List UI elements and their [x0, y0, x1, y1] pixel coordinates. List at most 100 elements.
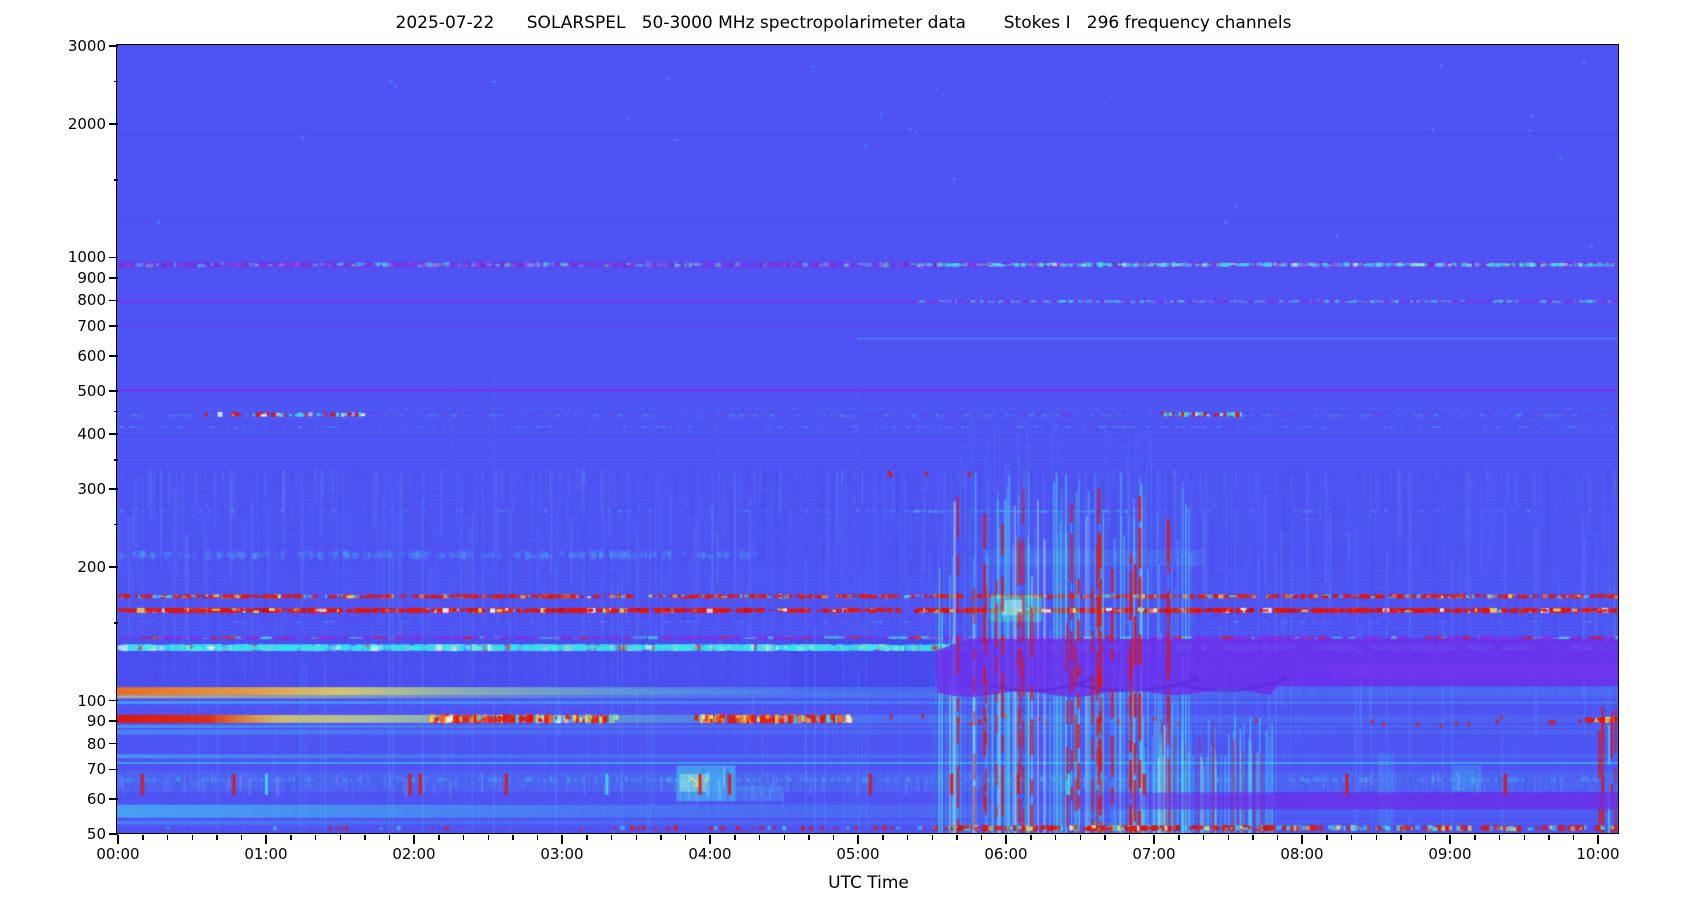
- x-tick-label: 07:00: [1132, 845, 1176, 863]
- x-minor-tick: [808, 835, 810, 840]
- y-minor-tick: [113, 622, 118, 624]
- x-tick-label: 09:00: [1428, 845, 1472, 863]
- x-minor-tick: [1128, 835, 1131, 840]
- x-major-tick: [265, 835, 267, 844]
- y-tick-label: 60: [86, 789, 106, 808]
- y-tick-label: 300: [77, 480, 106, 499]
- x-minor-tick: [364, 835, 366, 840]
- y-major-tick: [109, 488, 118, 490]
- x-major-tick: [709, 835, 711, 844]
- x-minor-tick: [734, 835, 736, 840]
- x-minor-tick: [290, 835, 292, 840]
- x-minor-tick: [906, 835, 909, 840]
- x-minor-tick: [1326, 835, 1328, 840]
- x-tick-label: 02:00: [392, 845, 436, 863]
- x-minor-tick: [1079, 835, 1082, 840]
- x-major-tick: [117, 835, 119, 844]
- x-minor-tick: [1178, 835, 1180, 840]
- y-minor-tick: [113, 459, 118, 461]
- x-axis-label: UTC Time: [828, 873, 909, 893]
- x-minor-tick: [758, 835, 761, 840]
- y-minor-tick: [113, 178, 118, 181]
- x-tick-label: 04:00: [688, 845, 732, 863]
- x-tick-label: 00:00: [96, 845, 140, 863]
- y-major-tick: [109, 720, 118, 722]
- x-tick-label: 10:00: [1576, 845, 1620, 863]
- x-minor-tick: [1054, 835, 1057, 840]
- y-tick-label: 500: [77, 381, 106, 400]
- y-major-tick: [109, 299, 118, 302]
- y-major-tick: [109, 276, 118, 279]
- y-tick-label: 3000: [67, 37, 106, 55]
- x-minor-tick: [314, 835, 317, 840]
- x-minor-tick: [487, 835, 490, 840]
- y-tick-label: 700: [77, 317, 106, 336]
- x-minor-tick: [1276, 835, 1279, 840]
- x-minor-tick: [1498, 835, 1501, 840]
- x-tick-label: 05:00: [836, 845, 880, 863]
- x-minor-tick: [388, 835, 391, 840]
- y-major-tick: [109, 45, 118, 47]
- y-tick-label: 200: [77, 558, 106, 577]
- x-minor-tick: [1400, 835, 1402, 840]
- x-minor-tick: [512, 835, 514, 840]
- x-minor-tick: [1424, 835, 1427, 840]
- x-minor-tick: [1350, 835, 1353, 840]
- y-major-tick: [109, 325, 118, 327]
- y-tick-label: 1000: [67, 248, 106, 267]
- y-major-tick: [109, 123, 118, 125]
- y-tick-label: 90: [86, 711, 106, 730]
- y-tick-label: 400: [77, 424, 106, 443]
- x-minor-tick: [783, 835, 786, 840]
- x-major-tick: [1005, 835, 1007, 844]
- x-minor-tick: [980, 835, 983, 840]
- x-minor-tick: [660, 835, 662, 840]
- x-minor-tick: [462, 835, 465, 840]
- y-tick-label: 600: [77, 346, 106, 365]
- y-major-tick: [109, 566, 118, 569]
- x-minor-tick: [191, 835, 194, 840]
- y-minor-tick: [113, 410, 118, 413]
- y-minor-tick: [113, 80, 118, 83]
- x-minor-tick: [684, 835, 687, 840]
- x-major-tick: [857, 835, 859, 844]
- y-tick-label: 900: [77, 268, 106, 287]
- x-minor-tick: [1227, 835, 1230, 840]
- x-minor-tick: [536, 835, 539, 840]
- x-minor-tick: [216, 835, 218, 840]
- x-tick-label: 01:00: [244, 845, 288, 863]
- x-major-tick: [413, 835, 415, 844]
- x-minor-tick: [1104, 835, 1106, 840]
- x-minor-tick: [1523, 835, 1526, 840]
- x-minor-tick: [610, 835, 613, 840]
- x-tick-label: 06:00: [984, 845, 1028, 863]
- plot-title: 2025-07-22 SOLARSPEL 50-3000 MHz spectro…: [395, 13, 1292, 33]
- y-tick-label: 70: [86, 760, 106, 779]
- x-minor-tick: [166, 835, 169, 840]
- x-major-tick: [1301, 835, 1303, 844]
- y-major-tick: [109, 354, 118, 357]
- x-minor-tick: [586, 835, 588, 840]
- x-minor-tick: [142, 835, 144, 840]
- x-tick-label: 08:00: [1280, 845, 1324, 863]
- x-major-tick: [1153, 835, 1155, 844]
- x-minor-tick: [635, 835, 638, 840]
- y-major-tick: [109, 390, 118, 392]
- y-tick-label: 800: [77, 291, 106, 310]
- x-minor-tick: [339, 835, 342, 840]
- y-major-tick: [109, 742, 118, 745]
- y-major-tick: [109, 798, 118, 800]
- y-major-tick: [109, 256, 118, 259]
- y-minor-tick: [113, 523, 118, 526]
- y-major-tick: [109, 433, 118, 435]
- x-minor-tick: [1252, 835, 1254, 840]
- x-minor-tick: [832, 835, 835, 840]
- x-minor-tick: [438, 835, 440, 840]
- y-major-tick: [109, 833, 118, 835]
- y-tick-label: 80: [86, 734, 106, 753]
- y-tick-label: 100: [77, 691, 106, 710]
- x-minor-tick: [931, 835, 934, 840]
- x-major-tick: [561, 835, 563, 844]
- x-major-tick: [1597, 835, 1599, 844]
